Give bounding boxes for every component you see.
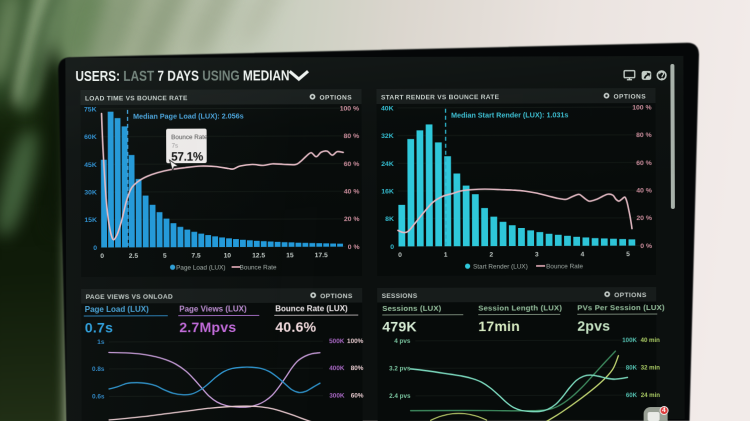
svg-text:0: 0 bbox=[100, 252, 104, 259]
svg-text:100 %: 100 % bbox=[632, 104, 651, 111]
svg-text:Sessions (LUX): Sessions (LUX) bbox=[382, 303, 441, 312]
svg-text:Start Render (LUX): Start Render (LUX) bbox=[473, 263, 528, 270]
svg-text:0.8s: 0.8s bbox=[91, 366, 104, 373]
svg-text:1s: 1s bbox=[97, 339, 105, 346]
svg-text:2pvs: 2pvs bbox=[577, 317, 610, 333]
svg-text:0: 0 bbox=[398, 251, 402, 258]
svg-text:2.5: 2.5 bbox=[128, 252, 138, 259]
svg-text:START RENDER VS BOUNCE RATE: START RENDER VS BOUNCE RATE bbox=[381, 94, 500, 101]
svg-text:Median Page Load (LUX): 2.056s: Median Page Load (LUX): 2.056s bbox=[133, 111, 244, 120]
svg-text:40 %: 40 % bbox=[343, 188, 359, 195]
svg-text:60K: 60K bbox=[84, 134, 97, 141]
svg-text:100K: 100K bbox=[622, 337, 637, 344]
svg-text:PVs Per Session (LUX): PVs Per Session (LUX) bbox=[577, 302, 665, 311]
svg-text:80 %: 80 % bbox=[343, 133, 359, 140]
svg-text:Page Load (LUX): Page Load (LUX) bbox=[176, 264, 225, 271]
svg-text:100 %: 100 % bbox=[339, 105, 358, 112]
svg-text:0.6s: 0.6s bbox=[92, 393, 105, 400]
svg-text:1: 1 bbox=[444, 251, 448, 258]
svg-text:4: 4 bbox=[581, 251, 585, 258]
svg-text:OPTIONS: OPTIONS bbox=[319, 94, 352, 101]
svg-text:Bounce Rate: Bounce Rate bbox=[546, 263, 583, 270]
svg-text:60%: 60% bbox=[350, 392, 363, 399]
svg-text:4 pvs: 4 pvs bbox=[394, 338, 411, 345]
svg-text:OPTIONS: OPTIONS bbox=[614, 291, 647, 298]
svg-text:0 %: 0 % bbox=[640, 242, 652, 249]
svg-text:2.4 pvs: 2.4 pvs bbox=[389, 393, 411, 400]
svg-text:80%: 80% bbox=[350, 365, 363, 372]
svg-text:40K: 40K bbox=[381, 105, 394, 112]
svg-text:Bounce Rate: Bounce Rate bbox=[239, 264, 276, 271]
svg-text:57.1%: 57.1% bbox=[171, 150, 203, 163]
svg-text:Median Start Render (LUX): 1.0: Median Start Render (LUX): 1.031s bbox=[451, 110, 568, 119]
svg-text:17.5: 17.5 bbox=[314, 251, 327, 258]
svg-text:40 min: 40 min bbox=[641, 337, 661, 344]
svg-text:100%: 100% bbox=[346, 338, 363, 345]
svg-text:0.7s: 0.7s bbox=[84, 319, 112, 335]
svg-text:0 %: 0 % bbox=[347, 243, 359, 250]
svg-text:60K: 60K bbox=[626, 392, 638, 399]
svg-text:8K: 8K bbox=[385, 216, 394, 223]
svg-text:45K: 45K bbox=[84, 161, 97, 168]
svg-text:24 min: 24 min bbox=[641, 392, 661, 399]
svg-text:24K: 24K bbox=[381, 160, 394, 167]
svg-text:60 %: 60 % bbox=[636, 159, 652, 166]
svg-text:Session Length (LUX): Session Length (LUX) bbox=[478, 303, 562, 312]
svg-text:32K: 32K bbox=[381, 133, 394, 140]
svg-text:LOAD TIME VS BOUNCE RATE: LOAD TIME VS BOUNCE RATE bbox=[84, 95, 187, 102]
svg-text:80 %: 80 % bbox=[636, 132, 652, 139]
svg-text:0: 0 bbox=[93, 244, 97, 251]
svg-text:0: 0 bbox=[390, 243, 394, 250]
svg-text:OPTIONS: OPTIONS bbox=[614, 93, 647, 100]
svg-text:479K: 479K bbox=[382, 318, 417, 334]
svg-text:40.6%: 40.6% bbox=[275, 318, 316, 334]
svg-text:40 %: 40 % bbox=[636, 187, 652, 194]
svg-text:32 min: 32 min bbox=[641, 364, 661, 371]
svg-text:2.7Mpvs: 2.7Mpvs bbox=[179, 318, 236, 334]
svg-text:75K: 75K bbox=[84, 106, 97, 113]
svg-text:Bounce Rate: Bounce Rate bbox=[171, 134, 208, 141]
svg-text:5: 5 bbox=[626, 250, 630, 257]
svg-text:3.2 pvs: 3.2 pvs bbox=[389, 365, 411, 372]
svg-text:7.5: 7.5 bbox=[191, 252, 201, 259]
svg-text:500K: 500K bbox=[329, 338, 345, 345]
svg-text:Page Views (LUX): Page Views (LUX) bbox=[179, 304, 247, 313]
svg-text:400K: 400K bbox=[329, 365, 345, 372]
svg-text:Bounce Rate (LUX): Bounce Rate (LUX) bbox=[275, 304, 348, 313]
svg-text:300K: 300K bbox=[329, 392, 345, 399]
svg-text:16K: 16K bbox=[381, 188, 394, 195]
svg-text:5: 5 bbox=[162, 252, 166, 259]
svg-text:7s: 7s bbox=[171, 143, 177, 149]
svg-text:15K: 15K bbox=[84, 217, 97, 224]
svg-text:30K: 30K bbox=[84, 189, 97, 196]
svg-text:SESSIONS: SESSIONS bbox=[382, 292, 418, 299]
svg-text:20 %: 20 % bbox=[636, 215, 652, 222]
svg-text:10: 10 bbox=[223, 252, 231, 259]
svg-text:60 %: 60 % bbox=[343, 160, 359, 167]
svg-text:17min: 17min bbox=[478, 317, 520, 333]
svg-text:80K: 80K bbox=[626, 364, 638, 371]
svg-text:OPTIONS: OPTIONS bbox=[320, 292, 353, 299]
svg-text:12.5: 12.5 bbox=[252, 252, 265, 259]
svg-text:PAGE VIEWS VS ONLOAD: PAGE VIEWS VS ONLOAD bbox=[85, 293, 172, 300]
svg-text:Page Load (LUX): Page Load (LUX) bbox=[84, 304, 148, 313]
svg-text:20 %: 20 % bbox=[343, 216, 359, 223]
svg-text:3: 3 bbox=[535, 251, 539, 258]
svg-text:15: 15 bbox=[286, 252, 294, 259]
svg-text:2: 2 bbox=[489, 251, 493, 258]
